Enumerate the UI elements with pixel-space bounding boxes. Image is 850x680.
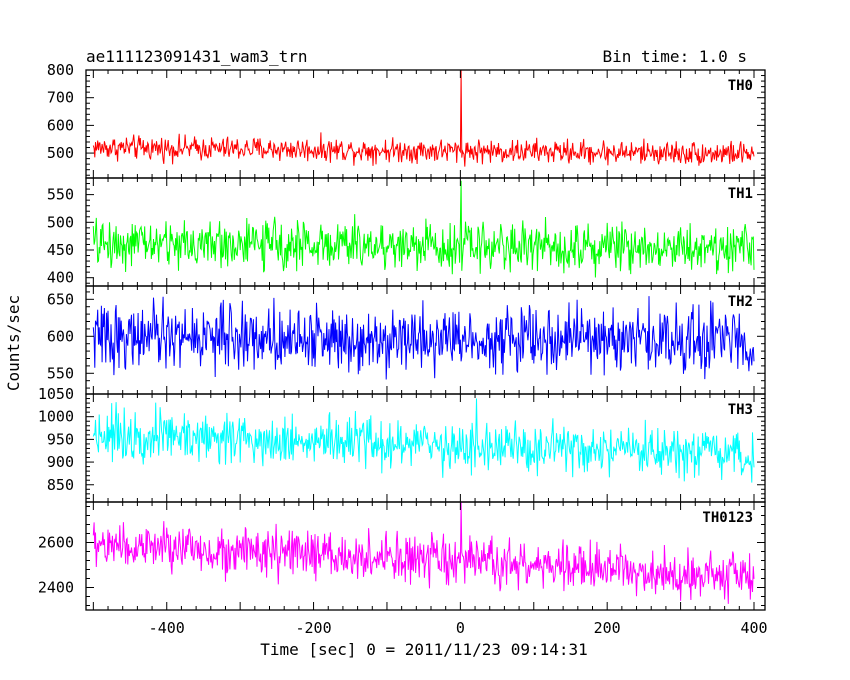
y-tick-label-th3: 950 xyxy=(47,430,74,448)
panel-th2: 550 600 650 TH2 xyxy=(47,285,766,395)
series-line-th1 xyxy=(92,180,755,278)
y-tick-label-th1: 500 xyxy=(47,213,74,231)
y-tick-label-th2: 650 xyxy=(47,290,74,308)
x-tick-label: -200 xyxy=(295,619,331,637)
panel-label-th0123: TH0123 xyxy=(702,510,753,526)
panels-group: 500 600 700 800 TH0 400 450 500 550 TH1 550 600 650 T… xyxy=(38,61,768,637)
y-tick-label-th0123: 2600 xyxy=(38,534,74,552)
panel-label-th3: TH3 xyxy=(728,402,753,418)
y-tick-label-th1: 400 xyxy=(47,269,74,287)
y-tick-label-th1: 550 xyxy=(47,186,74,204)
series-line-th0 xyxy=(92,70,755,167)
panel-label-th0: TH0 xyxy=(728,78,753,94)
x-axis-label: Time [sec] 0 = 2011/11/23 09:14:31 xyxy=(260,640,588,659)
y-tick-label-th0123: 2400 xyxy=(38,579,74,597)
y-tick-label-th3: 900 xyxy=(47,453,74,471)
panel-frame-th0123 xyxy=(85,501,766,611)
panel-label-th1: TH1 xyxy=(728,186,753,202)
series-line-th3 xyxy=(92,398,755,483)
series-line-th2 xyxy=(92,296,755,380)
panel-th0123: 2400 2600 TH0123 xyxy=(38,501,766,611)
bin-time-label: Bin time: 1.0 s xyxy=(603,47,748,66)
y-tick-label-th3: 850 xyxy=(47,476,74,494)
panel-frame-th0 xyxy=(85,69,766,179)
chart-title: ae111123091431_wam3_trn xyxy=(86,47,308,66)
y-tick-label-th0: 700 xyxy=(47,89,74,107)
y-tick-label-th0: 500 xyxy=(47,144,74,162)
panel-th3: 850 900 950 1000 1050 TH3 xyxy=(38,385,766,503)
y-tick-label-th3: 1050 xyxy=(38,385,74,403)
panel-th0: 500 600 700 800 TH0 xyxy=(47,61,766,179)
y-axis-label: Counts/sec xyxy=(4,295,23,391)
x-tick-label: 400 xyxy=(740,619,767,637)
y-tick-label-th2: 600 xyxy=(47,327,74,345)
x-tick-label: 0 xyxy=(456,619,465,637)
panel-th1: 400 450 500 550 TH1 xyxy=(47,177,766,287)
panel-label-th2: TH2 xyxy=(728,294,753,310)
y-tick-label-th0: 800 xyxy=(47,61,74,79)
y-tick-label-th3: 1000 xyxy=(38,408,74,426)
series-line-th0123 xyxy=(92,502,755,604)
x-tick-label: 200 xyxy=(594,619,621,637)
x-tick-label: -400 xyxy=(149,619,185,637)
y-tick-label-th1: 450 xyxy=(47,241,74,259)
y-tick-label-th0: 600 xyxy=(47,116,74,134)
y-tick-label-th2: 550 xyxy=(47,364,74,382)
